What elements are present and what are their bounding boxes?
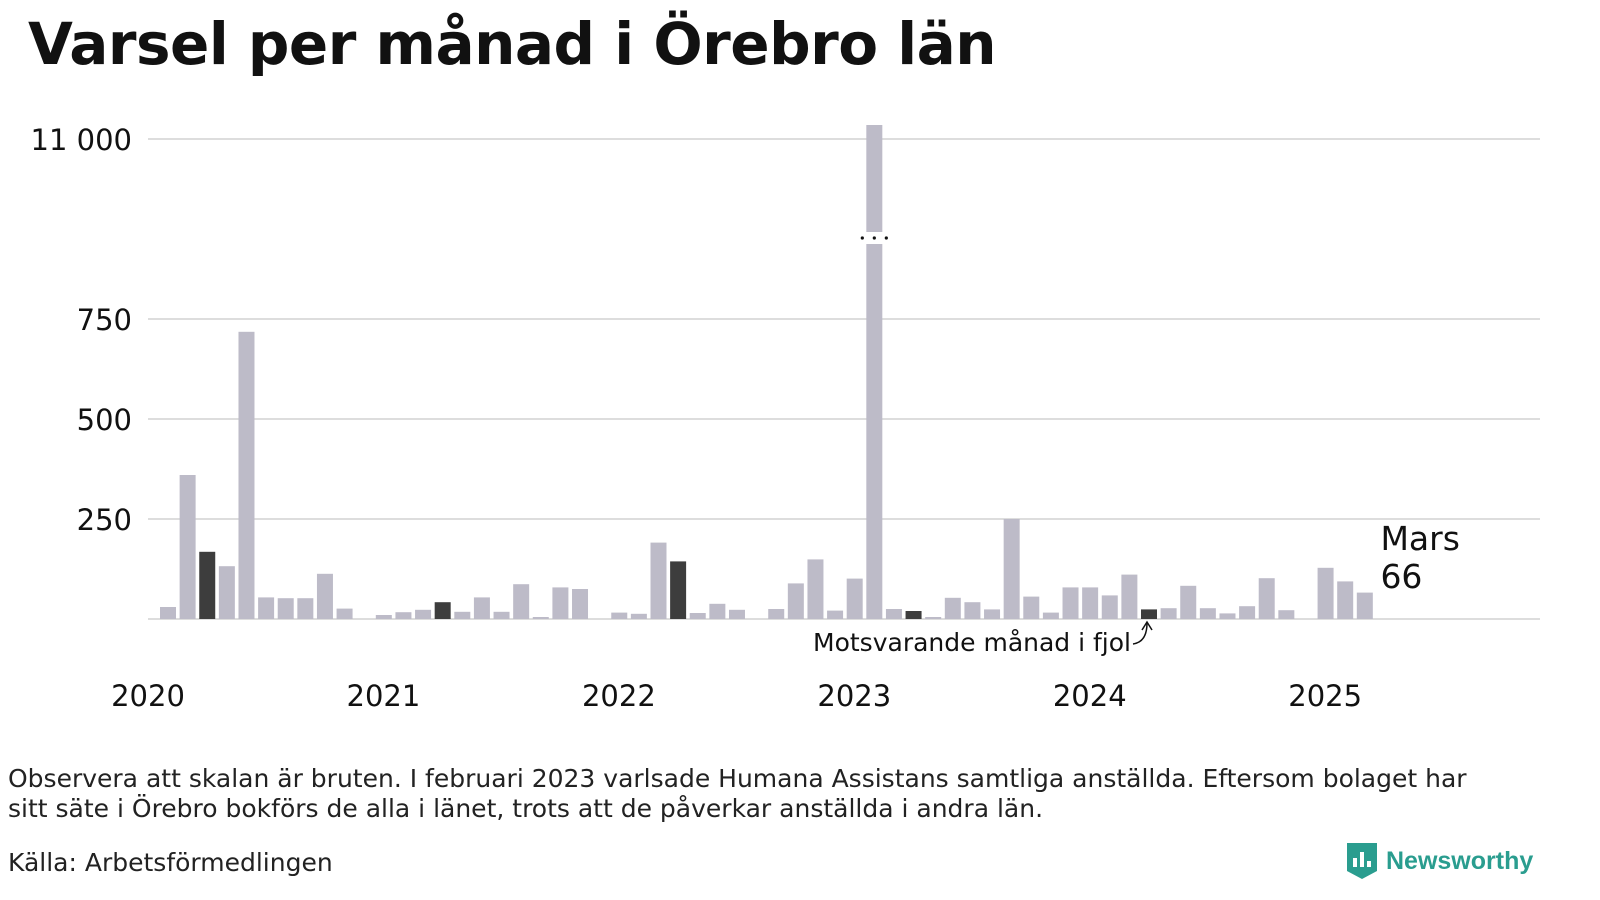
brand-name: Newsworthy (1386, 846, 1534, 875)
y-tick-label: 11 000 (31, 123, 132, 157)
x-tick-label: 2023 (817, 679, 891, 713)
bar (218, 566, 235, 619)
bar (454, 611, 471, 619)
bar (1337, 581, 1354, 619)
bar (1101, 595, 1118, 619)
bar (1258, 578, 1275, 619)
bar (630, 613, 647, 619)
bar (297, 598, 314, 619)
bar (925, 617, 942, 619)
bar (179, 475, 196, 619)
bar (415, 609, 432, 619)
bar (827, 610, 844, 619)
bar (787, 583, 804, 619)
axis-break-dot (884, 236, 888, 240)
bar (1042, 612, 1059, 619)
x-tick-label: 2021 (347, 679, 421, 713)
bar (316, 573, 333, 619)
bar (1356, 592, 1373, 619)
bar (532, 617, 549, 619)
bar (1219, 613, 1236, 619)
newsworthy-brand: Newsworthy (1346, 842, 1533, 880)
current-value-label: 66 (1380, 557, 1422, 596)
newsworthy-logo-icon (1347, 843, 1377, 879)
bar (1003, 519, 1020, 619)
x-tick-label: 2020 (111, 679, 185, 713)
x-tick-label: 2025 (1288, 679, 1362, 713)
bar (650, 542, 667, 619)
bar (1121, 574, 1138, 619)
bar (885, 609, 902, 619)
bar (1180, 585, 1197, 619)
y-tick-label: 750 (77, 303, 132, 337)
bar (1199, 608, 1216, 619)
bar (434, 602, 451, 619)
bar (572, 589, 589, 619)
bar (473, 597, 490, 619)
bar (807, 559, 824, 619)
axis-break-dot (860, 236, 864, 240)
bar (1082, 587, 1099, 619)
bar (1317, 567, 1334, 619)
bar (1160, 608, 1177, 619)
x-tick-label: 2024 (1053, 679, 1127, 713)
bar-chart: 250 500 750 11 000 2020 2021 2022 2023 2024 2025… (31, 123, 1540, 713)
x-axis-labels: 2020 2021 2022 2023 2024 2025 (111, 679, 1362, 713)
bar (670, 561, 687, 619)
bar (395, 612, 412, 619)
note-line: Observera att skalan är bruten. I februa… (8, 764, 1467, 793)
bar (846, 578, 863, 619)
bar (238, 331, 255, 619)
current-month-label: Mars (1380, 519, 1459, 558)
bar (768, 609, 785, 619)
bar (1141, 609, 1157, 619)
bar (1023, 596, 1040, 619)
bar (709, 603, 726, 619)
annotation-arrow (1132, 622, 1148, 645)
bar (160, 607, 176, 619)
grid-lines (148, 138, 1540, 620)
bar (552, 587, 569, 619)
bar (1239, 606, 1256, 619)
bar (866, 125, 883, 619)
bar (513, 584, 530, 619)
y-tick-label: 500 (77, 403, 132, 437)
bar (199, 551, 216, 619)
bar (611, 612, 628, 619)
axis-break-dot (872, 236, 876, 240)
bar (905, 611, 922, 619)
bar (1062, 587, 1079, 619)
bar (277, 598, 294, 619)
bar (258, 597, 275, 619)
bar (964, 602, 981, 619)
bar (944, 597, 961, 619)
bar (728, 609, 745, 619)
note-line: sitt säte i Örebro bokförs de alla i län… (8, 794, 1044, 823)
bars (160, 125, 1373, 619)
bar (689, 613, 706, 619)
bar (375, 615, 392, 619)
y-tick-label: 250 (77, 503, 132, 537)
annotation-text: Motsvarande månad i fjol (813, 628, 1131, 657)
y-axis-labels: 250 500 750 11 000 (31, 123, 132, 537)
chart-title: Varsel per månad i Örebro län (28, 10, 997, 78)
source-credit: Källa: Arbetsförmedlingen (8, 848, 333, 877)
bar (984, 609, 1001, 619)
annotation-arrowhead (1141, 620, 1153, 631)
bar (493, 611, 510, 619)
x-tick-label: 2022 (582, 679, 656, 713)
chart-note: Observera att skalan är bruten. I februa… (8, 764, 1600, 824)
bar (1278, 610, 1295, 619)
bar (336, 608, 353, 619)
